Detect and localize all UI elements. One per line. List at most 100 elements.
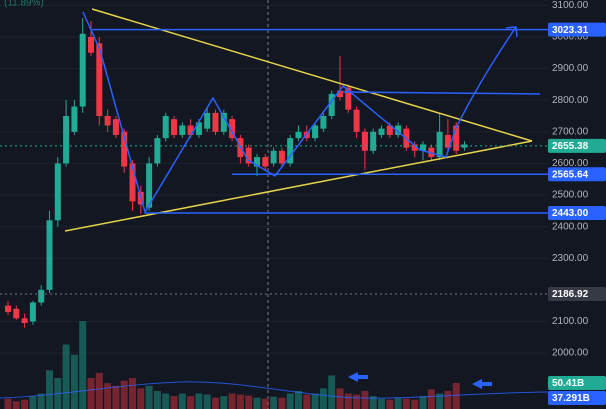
candle-body: [21, 318, 28, 324]
levels: [0, 28, 548, 295]
candle-body: [278, 150, 285, 164]
candle-body: [220, 112, 227, 132]
y-tick-label: 2700.00: [552, 126, 589, 137]
candle-body: [295, 131, 302, 139]
volume-bar: [153, 390, 161, 409]
candle-body: [395, 125, 402, 135]
candle-body: [270, 150, 277, 164]
candle-body: [146, 163, 153, 208]
volume-bar: [129, 378, 136, 409]
price-label: 2565.64: [552, 169, 589, 180]
candle-body: [88, 36, 94, 53]
y-tick-label: 3000.00: [552, 32, 589, 43]
volume-bar: [402, 398, 410, 409]
candle-body: [46, 220, 53, 290]
volume-bar: [37, 393, 45, 409]
volume-label: 50.41B: [552, 378, 584, 389]
volume-bar: [4, 398, 12, 409]
candle-body: [262, 157, 269, 167]
price-label-box: [548, 206, 606, 221]
price-label-box: [548, 138, 606, 153]
volume-bar: [62, 344, 70, 409]
candle-body: [129, 163, 136, 202]
candle-body: [328, 93, 335, 116]
volume-bar: [104, 383, 112, 409]
volume-bar: [120, 380, 128, 409]
candle-body: [54, 163, 61, 221]
volume-bar: [21, 399, 29, 409]
y-tick-label: 2300.00: [552, 253, 589, 264]
volume-bar: [427, 389, 435, 409]
candle-body: [337, 90, 343, 98]
candle-body: [320, 115, 327, 129]
volume-bar: [253, 397, 261, 409]
candle-body: [444, 134, 451, 148]
volume-bar: [212, 397, 219, 409]
y-tick-label: 2500.00: [552, 190, 589, 201]
y-tick-label: 2900.00: [552, 63, 589, 74]
volume-bar: [162, 393, 170, 409]
volume-bar: [378, 398, 385, 409]
candle-body: [420, 144, 426, 151]
candle-body: [229, 119, 236, 139]
volume-bar: [245, 395, 253, 409]
projection-arrow: [455, 26, 518, 129]
y-tick-label: 3100.00: [552, 0, 589, 11]
volume-label-box: [548, 376, 606, 390]
volume-bar: [95, 372, 103, 409]
candle-body: [453, 125, 460, 151]
y-tick-label: 2400.00: [552, 221, 589, 232]
candle-body: [96, 43, 103, 116]
candle-body: [5, 305, 11, 312]
price-label-box: [548, 22, 606, 37]
candle-body: [13, 308, 20, 319]
volume-bar: [29, 396, 37, 409]
trend-line-lower: [64, 140, 533, 232]
volume-bar: [361, 390, 369, 409]
axis-labels: 3100.00 3000.00 2900.00 2800.00 2700.00 2600.…: [548, 0, 606, 405]
candle-body: [353, 109, 360, 132]
volume-bar: [12, 401, 20, 409]
volume-bar: [394, 397, 402, 409]
volume-bar: [436, 393, 444, 409]
volume-bar: [319, 388, 327, 409]
volume-bar: [386, 399, 394, 409]
marker-arrow: [472, 379, 492, 389]
volume-bar: [295, 390, 302, 409]
volume-bar: [328, 375, 336, 409]
volume-bar: [70, 354, 78, 409]
candle-body: [361, 131, 368, 151]
candle-body: [312, 125, 319, 139]
drawings: [64, 8, 541, 389]
candle-body: [436, 131, 443, 158]
price-label-box: [548, 167, 606, 182]
volume-bar: [187, 396, 195, 409]
volume-bar: [353, 394, 361, 409]
candle-body: [212, 112, 219, 132]
resistance-line: [342, 91, 541, 95]
candle-body: [245, 147, 252, 164]
candle-body: [254, 157, 260, 167]
volume-bar: [278, 397, 286, 409]
volume-bar: [411, 399, 419, 409]
candle-body: [162, 115, 169, 139]
price-label-box: [548, 286, 606, 301]
candle-body: [104, 115, 111, 126]
volume-bar: [79, 321, 87, 409]
volume-bar: [170, 396, 178, 409]
price-label: 2443.00: [552, 208, 589, 219]
candle-body: [29, 302, 36, 322]
price-axis: [548, 0, 606, 409]
trend-line-upper: [91, 8, 533, 142]
volume-bar: [444, 390, 452, 409]
volume-bar: [228, 393, 236, 409]
volume-bar: [112, 385, 120, 409]
volume-bar: [137, 388, 145, 409]
header-change: (11.89%): [4, 0, 44, 9]
candle-body: [79, 33, 86, 107]
volume-average: [0, 381, 549, 399]
candle-body: [378, 128, 385, 135]
volume-bar: [336, 388, 344, 409]
y-tick-label: 2100.00: [552, 316, 589, 327]
